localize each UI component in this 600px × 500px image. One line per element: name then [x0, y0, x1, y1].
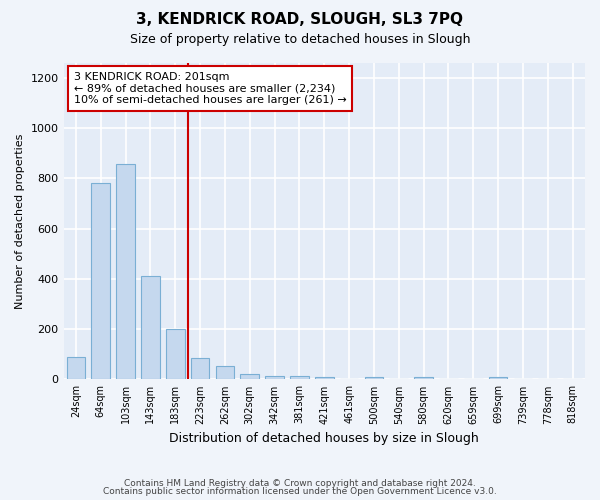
Text: Contains public sector information licensed under the Open Government Licence v3: Contains public sector information licen…: [103, 487, 497, 496]
Bar: [215, 366, 234, 380]
Text: 3 KENDRICK ROAD: 201sqm
← 89% of detached houses are smaller (2,234)
10% of semi: 3 KENDRICK ROAD: 201sqm ← 89% of detache…: [74, 72, 347, 105]
Bar: [241, 374, 259, 380]
Bar: [315, 377, 334, 380]
Y-axis label: Number of detached properties: Number of detached properties: [15, 134, 25, 308]
Bar: [290, 376, 309, 380]
Bar: [166, 329, 185, 380]
Text: Size of property relative to detached houses in Slough: Size of property relative to detached ho…: [130, 32, 470, 46]
Bar: [67, 357, 85, 380]
Text: Contains HM Land Registry data © Crown copyright and database right 2024.: Contains HM Land Registry data © Crown c…: [124, 478, 476, 488]
Bar: [116, 164, 135, 380]
Bar: [141, 276, 160, 380]
Bar: [365, 377, 383, 380]
Bar: [191, 358, 209, 380]
X-axis label: Distribution of detached houses by size in Slough: Distribution of detached houses by size …: [169, 432, 479, 445]
Bar: [414, 377, 433, 380]
Bar: [265, 376, 284, 380]
Bar: [489, 377, 508, 380]
Bar: [91, 183, 110, 380]
Text: 3, KENDRICK ROAD, SLOUGH, SL3 7PQ: 3, KENDRICK ROAD, SLOUGH, SL3 7PQ: [137, 12, 464, 28]
